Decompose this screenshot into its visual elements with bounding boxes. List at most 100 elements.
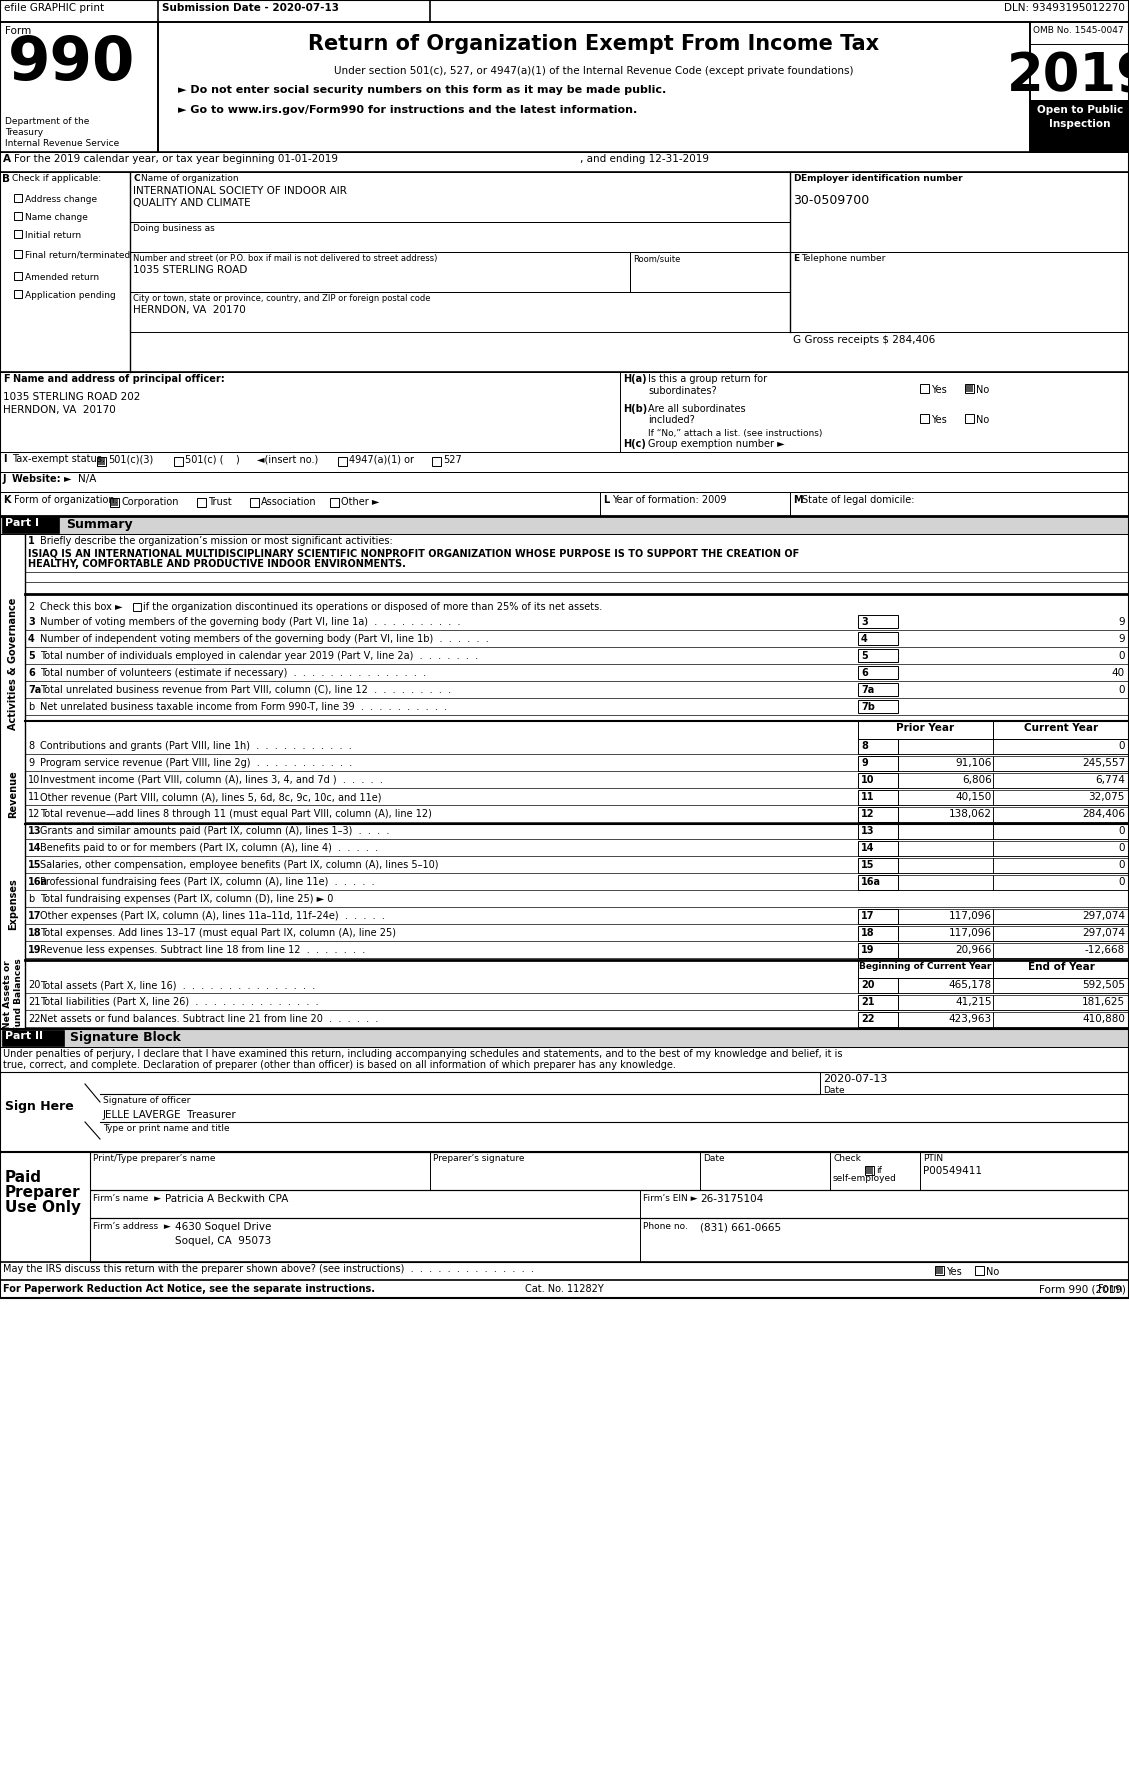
- Bar: [994, 909, 1129, 924]
- Text: K: K: [3, 494, 10, 505]
- Text: Inspection: Inspection: [1049, 118, 1111, 129]
- Text: Doing business as: Doing business as: [133, 224, 215, 233]
- Text: 6,774: 6,774: [1095, 775, 1124, 786]
- Text: Net assets or fund balances. Subtract line 21 from line 20  .  .  .  .  .  .: Net assets or fund balances. Subtract li…: [40, 1014, 378, 1024]
- Text: 297,074: 297,074: [1082, 911, 1124, 922]
- Bar: [790, 171, 1129, 253]
- Bar: [994, 738, 1129, 754]
- Bar: [858, 666, 898, 678]
- Bar: [90, 1190, 1129, 1219]
- Text: 5: 5: [28, 652, 35, 660]
- Text: Internal Revenue Service: Internal Revenue Service: [5, 140, 120, 148]
- Text: Yes: Yes: [931, 385, 947, 396]
- Bar: [0, 171, 1129, 373]
- Text: Year of formation: 2009: Year of formation: 2009: [612, 494, 726, 505]
- Text: 0: 0: [1119, 860, 1124, 871]
- Text: End of Year: End of Year: [1027, 962, 1094, 971]
- Bar: [98, 457, 105, 464]
- Text: HERNDON, VA  20170: HERNDON, VA 20170: [133, 306, 246, 314]
- Text: H(b): H(b): [623, 404, 647, 413]
- Text: Paid: Paid: [5, 1171, 42, 1185]
- Bar: [14, 230, 21, 238]
- Bar: [110, 498, 119, 507]
- Bar: [0, 493, 1129, 516]
- Text: Salaries, other compensation, employee benefits (Part IX, column (A), lines 5–10: Salaries, other compensation, employee b…: [40, 860, 438, 871]
- Text: No: No: [975, 385, 989, 396]
- Text: 423,963: 423,963: [948, 1014, 992, 1024]
- Text: 284,406: 284,406: [1082, 809, 1124, 819]
- Bar: [858, 789, 898, 805]
- Bar: [858, 699, 898, 713]
- Text: Number of voting members of the governing body (Part VI, line 1a)  .  .  .  .  .: Number of voting members of the governin…: [40, 616, 461, 627]
- Text: Total expenses. Add lines 13–17 (must equal Part IX, column (A), line 25): Total expenses. Add lines 13–17 (must eq…: [40, 927, 396, 938]
- Text: 0: 0: [1119, 685, 1124, 696]
- Text: Name change: Name change: [25, 214, 88, 223]
- Text: Room/suite: Room/suite: [633, 254, 681, 263]
- Text: INTERNATIONAL SOCIETY OF INDOOR AIR: INTERNATIONAL SOCIETY OF INDOOR AIR: [133, 185, 347, 196]
- Text: 17: 17: [861, 911, 875, 922]
- Text: 9: 9: [861, 758, 868, 768]
- Text: 4: 4: [861, 634, 868, 645]
- Text: E: E: [793, 254, 799, 263]
- Text: 9: 9: [28, 758, 34, 768]
- Text: Return of Organization Exempt From Income Tax: Return of Organization Exempt From Incom…: [308, 34, 879, 55]
- Bar: [858, 756, 898, 772]
- Text: Date: Date: [823, 1086, 844, 1095]
- Text: 4630 Soquel Drive: 4630 Soquel Drive: [175, 1222, 271, 1233]
- Text: Employer identification number: Employer identification number: [800, 175, 963, 184]
- Bar: [898, 1012, 994, 1028]
- Text: 0: 0: [1119, 842, 1124, 853]
- Text: OMB No. 1545-0047: OMB No. 1545-0047: [1033, 26, 1123, 35]
- Bar: [0, 0, 1129, 1298]
- Text: Revenue: Revenue: [8, 770, 18, 818]
- Text: , and ending 12-31-2019: , and ending 12-31-2019: [580, 154, 709, 164]
- Text: JELLE LAVERGE  Treasurer: JELLE LAVERGE Treasurer: [103, 1111, 237, 1120]
- Text: Is this a group return for: Is this a group return for: [648, 374, 767, 383]
- Text: 1035 STERLING ROAD: 1035 STERLING ROAD: [133, 265, 247, 275]
- Text: 181,625: 181,625: [1082, 998, 1124, 1007]
- Text: Under penalties of perjury, I declare that I have examined this return, includin: Under penalties of perjury, I declare th…: [3, 1049, 842, 1060]
- Text: Summary: Summary: [65, 517, 132, 532]
- Bar: [898, 874, 994, 890]
- Bar: [0, 452, 1129, 472]
- Bar: [994, 961, 1129, 978]
- Text: Investment income (Part VIII, column (A), lines 3, 4, and 7d )  .  .  .  .  .: Investment income (Part VIII, column (A)…: [40, 775, 383, 786]
- Bar: [174, 457, 183, 466]
- Bar: [898, 738, 994, 754]
- Text: Preparer’s signature: Preparer’s signature: [434, 1153, 525, 1164]
- Bar: [920, 413, 929, 424]
- Text: L: L: [603, 494, 610, 505]
- Text: Total liabilities (Part X, line 26)  .  .  .  .  .  .  .  .  .  .  .  .  .  .: Total liabilities (Part X, line 26) . . …: [40, 998, 318, 1007]
- Bar: [866, 1167, 873, 1174]
- Bar: [90, 1151, 1129, 1190]
- Text: b: b: [28, 894, 34, 904]
- Text: HEALTHY, COMFORTABLE AND PRODUCTIVE INDOOR ENVIRONMENTS.: HEALTHY, COMFORTABLE AND PRODUCTIVE INDO…: [28, 560, 405, 569]
- Text: 30-0509700: 30-0509700: [793, 194, 869, 207]
- Text: Total revenue—add lines 8 through 11 (must equal Part VIII, column (A), line 12): Total revenue—add lines 8 through 11 (mu…: [40, 809, 432, 819]
- Text: 11: 11: [861, 791, 875, 802]
- Bar: [975, 1266, 984, 1275]
- Text: 16a: 16a: [861, 878, 881, 887]
- Text: Website: ►: Website: ►: [12, 473, 71, 484]
- Text: 13: 13: [861, 826, 875, 835]
- Text: C: C: [133, 175, 140, 184]
- Text: Part I: Part I: [5, 517, 40, 528]
- Text: Initial return: Initial return: [25, 231, 81, 240]
- Bar: [994, 925, 1129, 941]
- Bar: [994, 721, 1129, 738]
- Bar: [130, 291, 790, 332]
- Text: H(c): H(c): [623, 440, 646, 449]
- Text: Firm’s address  ►: Firm’s address ►: [93, 1222, 170, 1231]
- Text: Under section 501(c), 527, or 4947(a)(1) of the Internal Revenue Code (except pr: Under section 501(c), 527, or 4947(a)(1)…: [334, 65, 854, 76]
- Text: Activities & Governance: Activities & Governance: [8, 599, 18, 729]
- Text: included?: included?: [648, 415, 694, 426]
- Text: For the 2019 calendar year, or tax year beginning 01-01-2019: For the 2019 calendar year, or tax year …: [14, 154, 338, 164]
- Text: Number and street (or P.O. box if mail is not delivered to street address): Number and street (or P.O. box if mail i…: [133, 254, 437, 263]
- Bar: [920, 383, 929, 394]
- Bar: [858, 774, 898, 788]
- Text: 138,062: 138,062: [949, 809, 992, 819]
- Text: Benefits paid to or for members (Part IX, column (A), line 4)  .  .  .  .  .: Benefits paid to or for members (Part IX…: [40, 842, 378, 853]
- Text: 15: 15: [28, 860, 42, 871]
- Text: Total number of volunteers (estimate if necessary)  .  .  .  .  .  .  .  .  .  .: Total number of volunteers (estimate if …: [40, 668, 426, 678]
- Bar: [250, 498, 259, 507]
